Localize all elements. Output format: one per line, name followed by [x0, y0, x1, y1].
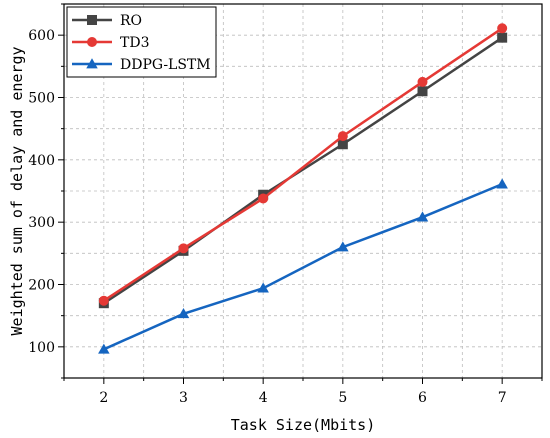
legend-label: DDPG-LSTM: [120, 57, 211, 73]
y-tick-label: 100: [28, 340, 55, 356]
x-tick-label: 6: [418, 390, 427, 406]
y-tick-label: 500: [28, 91, 55, 107]
x-axis-title: Task Size(Mbits): [231, 416, 376, 434]
x-tick-label: 2: [99, 390, 108, 406]
legend-marker: [86, 58, 98, 69]
data-point-ro: [417, 86, 428, 97]
legend-label: RO: [120, 13, 142, 29]
data-point-td3: [98, 295, 109, 306]
y-tick-label: 300: [28, 215, 55, 231]
data-point-ddpg-lstm: [98, 343, 110, 354]
legend-item-ro: RO: [72, 13, 142, 29]
legend-item-td3: TD3: [72, 35, 149, 51]
series-ddpg-lstm: [98, 178, 508, 354]
x-tick-label: 7: [498, 390, 507, 406]
y-tick-label: 200: [28, 278, 55, 294]
series-line-td3: [103, 27, 503, 302]
data-point-td3: [178, 243, 189, 254]
x-tick-label: 3: [179, 390, 188, 406]
data-point-ddpg-lstm: [177, 308, 190, 319]
y-tick-label: 400: [28, 153, 55, 169]
legend-marker: [87, 15, 97, 25]
legend-label: TD3: [120, 35, 149, 51]
data-point-ddpg-lstm: [337, 241, 349, 252]
series-line-ddpg-lstm: [103, 182, 503, 351]
data-point-ddpg-lstm: [416, 211, 429, 222]
legend-item-ddpg-lstm: DDPG-LSTM: [72, 57, 211, 73]
legend-marker: [87, 37, 97, 47]
series-line-ro: [103, 36, 503, 305]
x-tick-label: 4: [259, 390, 268, 406]
y-axis-title: Weighted sum of delay and energy: [8, 47, 26, 336]
series-layer: [98, 23, 508, 354]
data-point-ro: [497, 32, 508, 43]
data-point-td3: [497, 23, 508, 34]
legend: RO TD3 DDPG-LSTM: [66, 6, 217, 78]
data-point-td3: [417, 76, 428, 87]
data-point-td3: [258, 193, 269, 204]
data-point-ddpg-lstm: [496, 178, 508, 189]
y-tick-label: 600: [28, 28, 55, 44]
data-point-td3: [337, 131, 348, 142]
data-point-ddpg-lstm: [257, 282, 269, 293]
series-td3: [98, 23, 508, 306]
x-tick-label: 5: [338, 390, 347, 406]
data-point-ro: [337, 139, 348, 150]
ticks: 2 3 4 5 6 7 100 200 300 400 500 600: [28, 3, 543, 406]
